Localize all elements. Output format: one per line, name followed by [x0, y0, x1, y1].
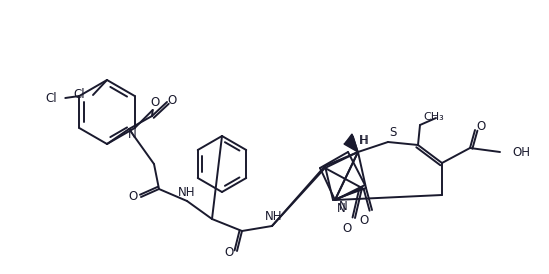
Text: S: S — [389, 125, 397, 138]
Text: O: O — [167, 93, 177, 107]
Text: OH: OH — [512, 145, 530, 158]
Text: NH: NH — [265, 210, 283, 222]
Text: O: O — [477, 119, 486, 133]
Text: NH: NH — [178, 187, 196, 199]
Text: Cl: Cl — [46, 92, 57, 104]
Text: H: H — [358, 133, 367, 147]
Text: N: N — [337, 201, 345, 215]
Text: O: O — [225, 247, 234, 259]
Text: N: N — [127, 127, 136, 141]
Text: O: O — [150, 96, 159, 110]
Polygon shape — [346, 134, 358, 152]
Text: O: O — [360, 213, 368, 227]
Text: O: O — [343, 221, 351, 235]
Polygon shape — [344, 136, 358, 152]
Text: H: H — [360, 133, 368, 147]
Text: O: O — [128, 190, 138, 204]
Text: CH₃: CH₃ — [423, 112, 444, 122]
Text: N: N — [339, 201, 348, 213]
Text: Cl: Cl — [73, 89, 85, 101]
